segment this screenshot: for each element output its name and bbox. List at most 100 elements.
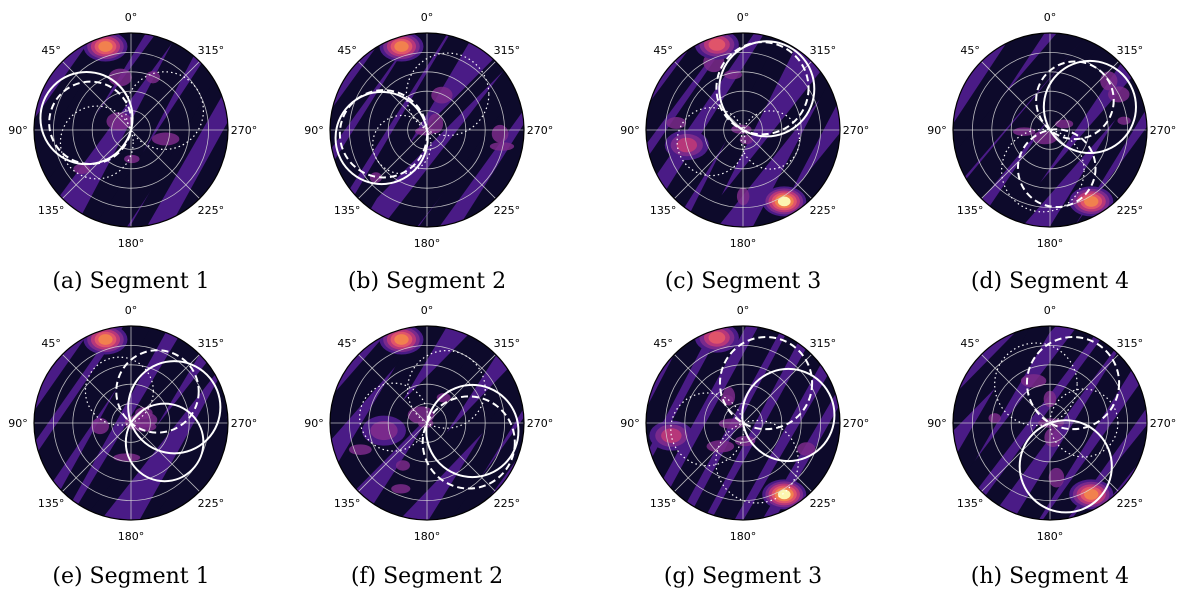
angle-tick-label: 45°	[337, 337, 357, 350]
angle-tick-label: 0°	[125, 11, 138, 24]
heatmap-patch	[396, 460, 410, 470]
angle-tick-label: 135°	[650, 204, 677, 217]
polar-panel: 0° 315° 270° 225° 180° 135° 90° 45° (d) Segment …	[915, 0, 1184, 294]
angle-tick-label: 225°	[1117, 497, 1144, 510]
angle-tick-label: 270°	[1150, 124, 1177, 137]
heatmap-patch	[1013, 127, 1035, 136]
angle-tick-label: 90°	[8, 124, 28, 137]
angle-tick-label: 270°	[231, 124, 258, 137]
heatmap-hotspot	[709, 332, 726, 344]
heatmap-patch	[724, 70, 742, 79]
polar-panel: 0° 315° 270° 225° 180° 135° 90° 45° (c) Segment …	[600, 0, 898, 294]
angle-tick-label: 315°	[494, 44, 521, 57]
angle-tick-label: 180°	[730, 237, 757, 250]
angle-tick-label: 180°	[118, 530, 145, 543]
angle-tick-label: 45°	[960, 337, 980, 350]
angle-tick-label: 225°	[1117, 204, 1144, 217]
heatmap-patch	[1021, 374, 1046, 388]
heatmap-patch	[1044, 428, 1061, 447]
angle-tick-label: 135°	[38, 204, 65, 217]
angle-tick-label: 135°	[334, 497, 361, 510]
heatmap-patch	[1055, 119, 1073, 128]
angle-tick-label: 90°	[304, 124, 324, 137]
angle-tick-label: 90°	[304, 417, 324, 430]
panel-caption: (c) Segment 3	[665, 269, 822, 294]
heatmap-patch	[1049, 468, 1065, 488]
angle-tick-label: 0°	[125, 304, 138, 317]
angle-tick-label: 45°	[41, 44, 61, 57]
heatmap-hotspot	[394, 41, 408, 52]
angle-tick-label: 0°	[1044, 11, 1057, 24]
heatmap-hotspot	[98, 41, 112, 52]
heatmap-hotspot	[1084, 489, 1098, 500]
angle-tick-label: 270°	[843, 417, 870, 430]
heatmap-patch	[91, 418, 109, 434]
angle-tick-label: 45°	[41, 337, 61, 350]
panel-caption: (g) Segment 3	[664, 564, 822, 589]
angle-tick-label: 270°	[843, 124, 870, 137]
angle-tick-label: 315°	[810, 337, 837, 350]
panel-caption: (e) Segment 1	[52, 564, 209, 589]
angle-tick-label: 0°	[421, 11, 434, 24]
heatmap-hotspot	[1084, 196, 1098, 207]
angle-tick-label: 225°	[810, 497, 837, 510]
angle-tick-label: 315°	[494, 337, 521, 350]
heatmap-patch	[124, 155, 139, 163]
angle-tick-label: 135°	[38, 497, 65, 510]
heatmap-patch	[391, 484, 410, 493]
heatmap-patch	[719, 418, 746, 428]
polar-panel: 0° 315° 270° 225° 180° 135° 90° 45° (a) Segment …	[0, 0, 278, 294]
angle-tick-label: 90°	[927, 124, 947, 137]
polar-panel: 0° 315° 270° 225° 180° 135° 90° 45° (h) Segment …	[905, 278, 1184, 589]
angle-tick-label: 270°	[1150, 417, 1177, 430]
heatmap-patch	[349, 444, 372, 455]
angle-tick-label: 180°	[118, 237, 145, 250]
heatmap-patch	[989, 413, 1001, 423]
angle-tick-label: 180°	[1037, 237, 1064, 250]
angle-tick-label: 180°	[1037, 530, 1064, 543]
angle-tick-label: 270°	[231, 417, 258, 430]
angle-tick-label: 225°	[810, 204, 837, 217]
heatmap-patch	[109, 69, 132, 87]
angle-tick-label: 0°	[737, 304, 750, 317]
polar-panel: 0°315°270°225°180°135°90°45°(f) Segment …	[283, 276, 572, 589]
heatmap-hotspot	[98, 334, 112, 345]
angle-tick-label: 180°	[414, 237, 441, 250]
polar-panel: 0° 315° 270° 225° 180° 135° 90° 45° (e) Segment …	[0, 278, 280, 589]
angle-tick-label: 90°	[620, 417, 640, 430]
polar-panel: 0°315°270°225°180°135°90°45°(b) Segment …	[286, 0, 577, 294]
angle-tick-label: 0°	[421, 304, 434, 317]
angle-tick-label: 0°	[1044, 304, 1057, 317]
angle-tick-label: 135°	[650, 497, 677, 510]
angle-tick-label: 270°	[527, 417, 554, 430]
angle-tick-label: 135°	[334, 204, 361, 217]
angle-tick-label: 315°	[1117, 44, 1144, 57]
angle-tick-label: 180°	[414, 530, 441, 543]
panel-caption: (a) Segment 1	[52, 269, 209, 294]
angle-tick-label: 315°	[198, 337, 225, 350]
angle-tick-label: 315°	[1117, 337, 1144, 350]
heatmap-patch	[152, 133, 179, 146]
panel-caption: (h) Segment 4	[971, 564, 1129, 589]
heatmap-hotspot	[394, 334, 408, 345]
polar-panel: 0° 315° 270° 225° 180° 135° 90° 45° (g) Segment …	[607, 276, 890, 589]
heatmap-patch	[1117, 117, 1130, 125]
heatmap-hotspot	[709, 39, 726, 51]
angle-tick-label: 45°	[653, 337, 673, 350]
angle-tick-label: 225°	[198, 497, 225, 510]
angle-tick-label: 225°	[198, 204, 225, 217]
angle-tick-label: 180°	[730, 530, 757, 543]
heatmap-hotspot	[370, 421, 397, 440]
angle-tick-label: 45°	[960, 44, 980, 57]
angle-tick-label: 45°	[337, 44, 357, 57]
panel-caption: (f) Segment 2	[351, 564, 503, 589]
panel-caption: (b) Segment 2	[348, 269, 506, 294]
angle-tick-label: 135°	[957, 204, 984, 217]
angle-tick-label: 90°	[620, 124, 640, 137]
heatmap-patch	[408, 406, 435, 423]
angle-tick-label: 90°	[927, 417, 947, 430]
angle-tick-label: 90°	[8, 417, 28, 430]
heatmap-patch	[492, 125, 509, 143]
angle-tick-label: 135°	[957, 497, 984, 510]
